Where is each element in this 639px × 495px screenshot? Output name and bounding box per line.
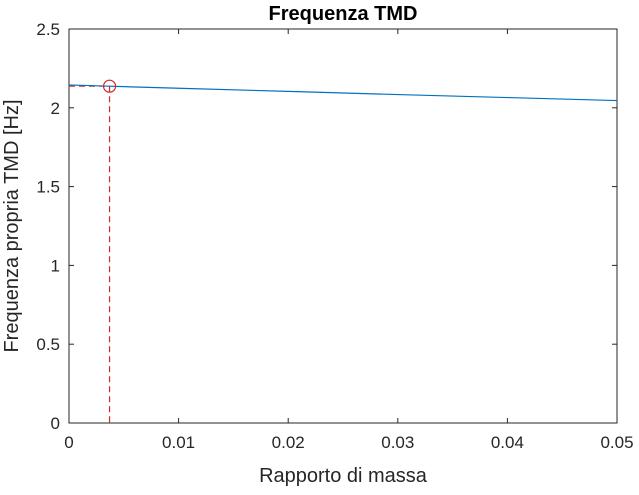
y-axis-label: Frequenza propria TMD [Hz] (1, 99, 23, 352)
y-tick-label: 2 (51, 99, 60, 118)
y-tick-label: 0 (51, 414, 60, 433)
x-tick-label: 0.05 (600, 433, 633, 452)
marker-point (102, 79, 117, 93)
y-tick-label: 1 (51, 256, 60, 275)
plot-layer: 0 0.01 0.02 0.03 0.04 0.05 0 0.5 1 1.5 2 2.5 (36, 20, 633, 452)
x-tick-label: 0.04 (491, 433, 524, 452)
plot-area-box (68, 28, 618, 424)
x-tick-label: 0.03 (381, 433, 414, 452)
y-tick-label: 2.5 (36, 20, 60, 39)
chart-title: Frequenza TMD (269, 3, 418, 25)
x-tick-label: 0.01 (162, 433, 195, 452)
x-axis-label: Rapporto di massa (259, 465, 428, 487)
x-tick-label: 0.02 (272, 433, 305, 452)
y-tick-label: 1.5 (36, 178, 60, 197)
series-line (68, 84, 618, 102)
y-tick-label: 0.5 (36, 335, 60, 354)
x-tick-label: 0 (64, 433, 73, 452)
